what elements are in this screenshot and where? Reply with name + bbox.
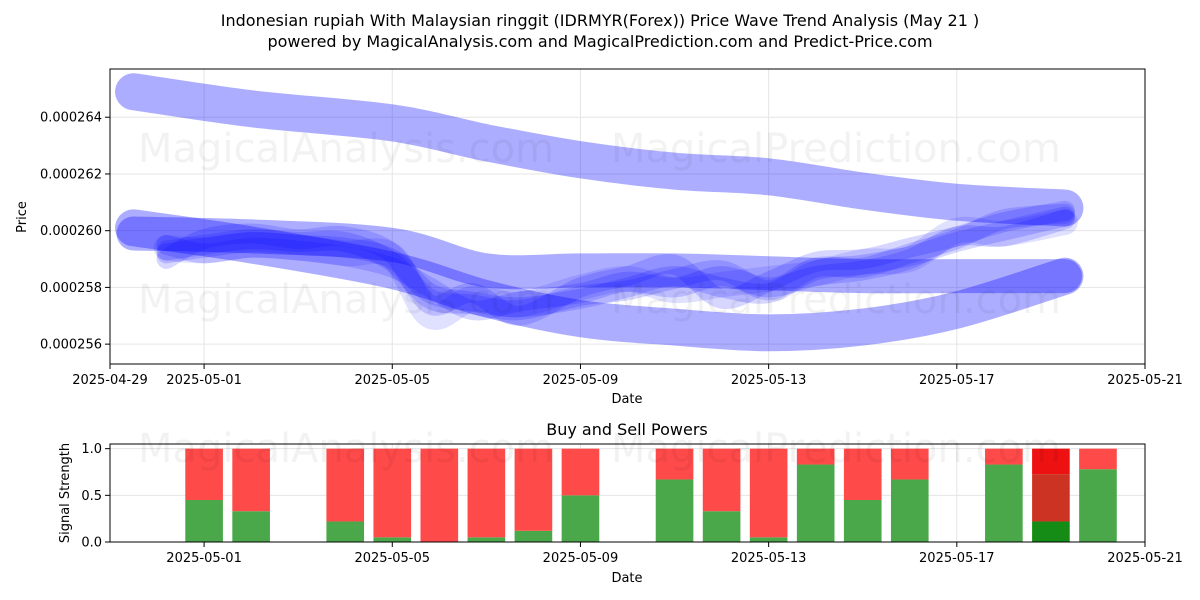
buy-sell-title: Buy and Sell Powers	[546, 420, 708, 439]
buy-bar	[749, 537, 788, 542]
price-x-tick-label: 2025-04-29	[72, 373, 148, 388]
signal-x-tick-label: 2025-05-13	[731, 551, 807, 566]
sell-bar	[514, 448, 553, 531]
price-y-ticks: 0.000256 0.000258 0.000260 0.000262 0.000264	[40, 111, 110, 353]
price-x-tick-label: 2025-05-05	[354, 373, 430, 388]
price-x-tick-label: 2025-05-17	[919, 373, 995, 388]
buy-bar	[467, 537, 506, 542]
buy-sell-chart: Buy and Sell Powers 2025-05-01 2025-05-05…	[58, 420, 1183, 586]
watermark-analysis-bottom: MagicalAnalysis.com	[138, 426, 554, 472]
signal-x-axis-label: Date	[611, 571, 642, 586]
signal-bars	[185, 448, 1117, 542]
signal-x-ticks: 2025-05-01 2025-05-05 2025-05-09 2025-05-13…	[166, 542, 1183, 566]
wave-mid-wave	[116, 216, 1082, 294]
signal-y-tick-label: 1.0	[81, 442, 102, 457]
sell-bar	[326, 448, 365, 522]
price-waves	[115, 73, 1084, 352]
watermark-prediction-bottom: MagicalPrediction.com	[611, 426, 1061, 472]
buy-bar	[890, 479, 929, 542]
price-wave-chart: 2025-04-29 2025-05-01 2025-05-05 2025-05-09…	[15, 68, 1183, 407]
price-y-tick-label: 0.000256	[40, 338, 102, 353]
sell-bar	[467, 448, 506, 538]
price-y-axis-label: Price	[15, 201, 30, 233]
watermark-analysis-top: MagicalAnalysis.com	[138, 126, 554, 172]
sell-bar	[655, 448, 694, 480]
price-x-tick-label: 2025-05-13	[731, 373, 807, 388]
chart-subtitle: powered by MagicalAnalysis.com and Magic…	[267, 32, 932, 51]
buy-bar	[796, 464, 835, 542]
sell-bar	[749, 448, 788, 538]
buy-bar	[514, 530, 553, 542]
price-y-tick-label: 0.000264	[40, 111, 102, 126]
price-x-ticks: 2025-04-29 2025-05-01 2025-05-05 2025-05-09…	[72, 364, 1183, 388]
watermark-prediction-mid: MagicalPrediction.com	[611, 277, 1061, 323]
buy-bar	[655, 479, 694, 542]
signal-x-tick-label: 2025-05-01	[166, 551, 242, 566]
wave-upper-wave	[115, 73, 1084, 227]
watermark-analysis-mid: MagicalAnalysis.com	[138, 277, 554, 323]
price-x-tick-label: 2025-05-01	[166, 373, 242, 388]
sell-bar	[561, 448, 600, 496]
buy-bar	[232, 511, 270, 542]
signal-y-tick-label: 0.0	[81, 536, 102, 551]
chart-title: Indonesian rupiah With Malaysian ringgit…	[221, 11, 979, 30]
signal-plot-frame	[109, 443, 1146, 543]
sell-bar	[985, 448, 1023, 465]
signal-x-tick-label: 2025-05-17	[919, 551, 995, 566]
sell-bar	[890, 448, 929, 480]
signal-y-axis-label: Signal Strength	[58, 443, 73, 543]
sell-bar	[420, 448, 459, 542]
price-x-tick-label: 2025-05-21	[1107, 373, 1183, 388]
sell-bar-lower	[1032, 474, 1070, 522]
signal-x-tick-label: 2025-05-21	[1107, 551, 1183, 566]
wave-band-c	[156, 209, 1075, 321]
buy-bar	[985, 464, 1023, 542]
sell-bar	[185, 448, 223, 500]
buy-bar	[702, 511, 741, 542]
buy-bar	[843, 500, 882, 542]
sell-bar	[796, 448, 835, 465]
signal-y-ticks: 0.0 0.5 1.0	[81, 442, 110, 551]
buy-bar	[185, 500, 223, 542]
sell-bar	[843, 448, 882, 500]
signal-y-tick-label: 0.5	[81, 489, 102, 504]
price-x-tick-label: 2025-05-09	[543, 373, 619, 388]
sell-bar	[232, 448, 270, 512]
price-plot-frame	[109, 68, 1146, 365]
price-x-axis-label: Date	[611, 392, 642, 407]
wave-band-e	[153, 209, 1078, 330]
signal-x-tick-label: 2025-05-09	[543, 551, 619, 566]
buy-bar	[326, 521, 365, 542]
wave-lower-wave	[115, 209, 1084, 352]
wave-band-a	[156, 206, 1075, 318]
signal-x-tick-label: 2025-05-05	[354, 551, 430, 566]
sell-bar	[373, 448, 412, 538]
sell-bar	[1079, 448, 1117, 470]
price-y-tick-label: 0.000262	[40, 167, 102, 182]
wave-band-b	[156, 200, 1075, 326]
sell-bar	[702, 448, 741, 512]
buy-bar	[1079, 469, 1117, 542]
sell-bar-upper	[1032, 448, 1070, 475]
price-grid	[109, 69, 1146, 364]
buy-bar	[561, 495, 600, 542]
watermark-prediction-top: MagicalPrediction.com	[611, 126, 1061, 172]
price-y-tick-label: 0.000258	[40, 281, 102, 296]
wave-band-d	[156, 203, 1075, 321]
buy-bar	[373, 537, 412, 542]
buy-bar	[1032, 521, 1070, 542]
price-y-tick-label: 0.000260	[40, 224, 102, 239]
